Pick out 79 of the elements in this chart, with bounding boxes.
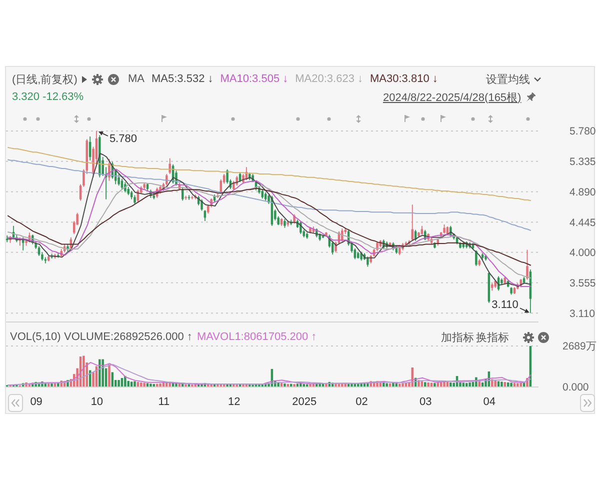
line-series [7,159,532,232]
bar [98,359,101,387]
text: 加指标 [441,330,474,344]
y-tick-label: 4.890 [570,186,596,198]
x-tick-label: 09 [30,396,42,408]
bar [159,383,162,387]
bar [102,359,104,387]
text: 2024/8/22-2025/4/28(165根) [383,90,522,104]
candlestick [300,221,302,234]
bar [468,382,471,387]
bar [510,382,512,387]
text: 换指标 [476,330,509,344]
y-tick-label: 5.780 [570,126,596,138]
candlestick [200,198,203,212]
bar [325,384,328,387]
y-tick-label: 5.335 [570,156,596,168]
candlestick [118,174,120,186]
annotation: 5.780 [109,133,137,145]
line-series [7,146,532,202]
bar [392,383,394,387]
bar [382,382,385,387]
annotation: 3.110 [492,299,518,312]
bar [427,382,430,387]
bar [443,382,446,387]
candlestick [168,158,171,174]
y-tick-label: 3.110 [570,308,596,320]
chart-title: (日线,前复权) [12,72,78,86]
text: MA20:3.623 ↓ [295,73,364,85]
candlestick [475,250,478,267]
text: 设置均线 [486,72,530,86]
text: MAVOL1:8061705.200 ↑ [197,331,317,343]
y-tick-label: 2689万 [562,340,597,353]
bar [411,367,414,387]
bar [402,383,404,387]
candlestick [411,204,414,242]
x-tick-label: 11 [158,396,170,408]
bar [134,381,136,387]
y-tick-label: 4.445 [570,216,596,229]
bar [500,382,503,387]
bar [140,382,142,387]
bar [124,376,126,387]
candlestick [44,256,47,264]
bar [434,383,436,387]
bar [293,384,296,387]
line-series [7,188,532,266]
bar [386,383,388,387]
bar [300,383,302,387]
text: 3.320 -12.63% [12,91,84,103]
bar [520,382,522,387]
x-tick-label: 12 [228,396,240,408]
candlestick [526,249,528,280]
candlestick [366,256,369,268]
x-tick-label: 03 [419,396,432,408]
bar [284,383,286,387]
bar [118,380,120,387]
bar [150,384,152,387]
bar [82,356,85,387]
text: VOLUME:26892526.000 ↑ [64,331,192,343]
chart-title: VOL(5,10) [10,331,61,343]
y-tick-label: 4.000 [570,247,596,260]
y-tick-label: 0.000 [562,382,589,394]
x-tick-label: 10 [90,396,104,408]
bar [50,383,53,387]
x-tick-label: 04 [483,396,496,408]
bar [450,382,452,387]
bar [143,382,146,387]
x-tick-label: 02 [356,396,368,408]
bar [494,380,496,387]
candlestick [38,246,40,256]
candlestick [188,194,190,200]
candlestick [88,136,92,161]
text: MA30:3.810 ↓ [370,73,438,85]
bar [108,364,110,387]
y-tick-label: 3.555 [570,278,596,290]
x-tick-label: 2025 [292,396,317,408]
text: MA10:3.505 ↓ [220,73,288,85]
legend-title: MA [128,73,144,85]
text: MA5:3.532 ↓ [152,73,214,85]
bar [516,383,519,387]
